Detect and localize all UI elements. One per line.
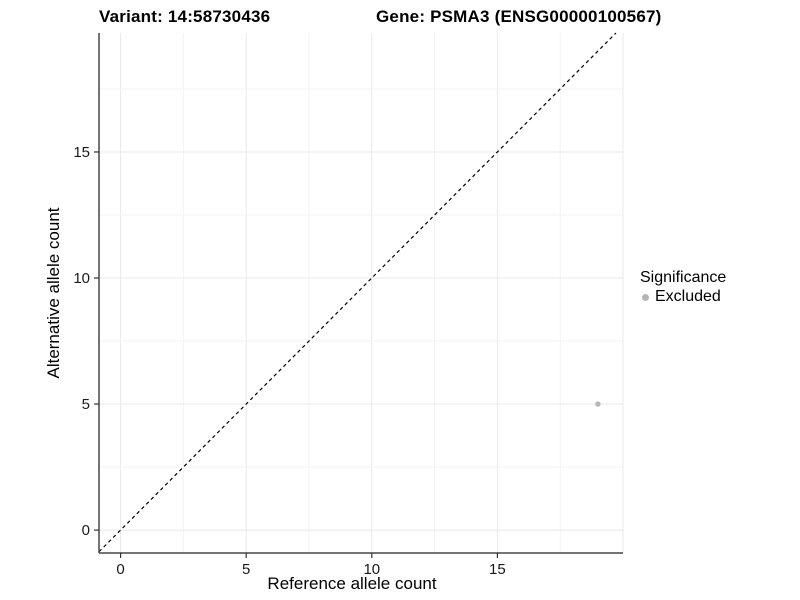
- y-tick-label: 0: [82, 522, 90, 539]
- legend-item-excluded: Excluded: [640, 288, 726, 306]
- x-tick-label: 0: [116, 561, 124, 578]
- legend-item-label: Excluded: [655, 288, 721, 305]
- data-point: [595, 401, 601, 407]
- variant-title: Variant: 14:58730436: [99, 7, 271, 26]
- x-tick-label: 10: [363, 561, 380, 578]
- x-tick-label: 15: [489, 561, 506, 578]
- identity-dashed-line: [98, 32, 617, 553]
- excluded-point-icon: [642, 293, 649, 301]
- y-tick-label: 15: [73, 144, 90, 161]
- y-tick-label: 10: [73, 270, 90, 287]
- gene-title: Gene: PSMA3 (ENSG00000100567): [376, 7, 662, 26]
- legend-title: Significance: [640, 269, 727, 286]
- legend: Significance Excluded: [640, 268, 726, 306]
- y-tick-label: 5: [82, 396, 90, 413]
- y-axis-title: Alternative allele count: [44, 207, 63, 379]
- x-tick-label: 5: [242, 561, 250, 578]
- x-axis-title: Reference allele count: [267, 574, 437, 593]
